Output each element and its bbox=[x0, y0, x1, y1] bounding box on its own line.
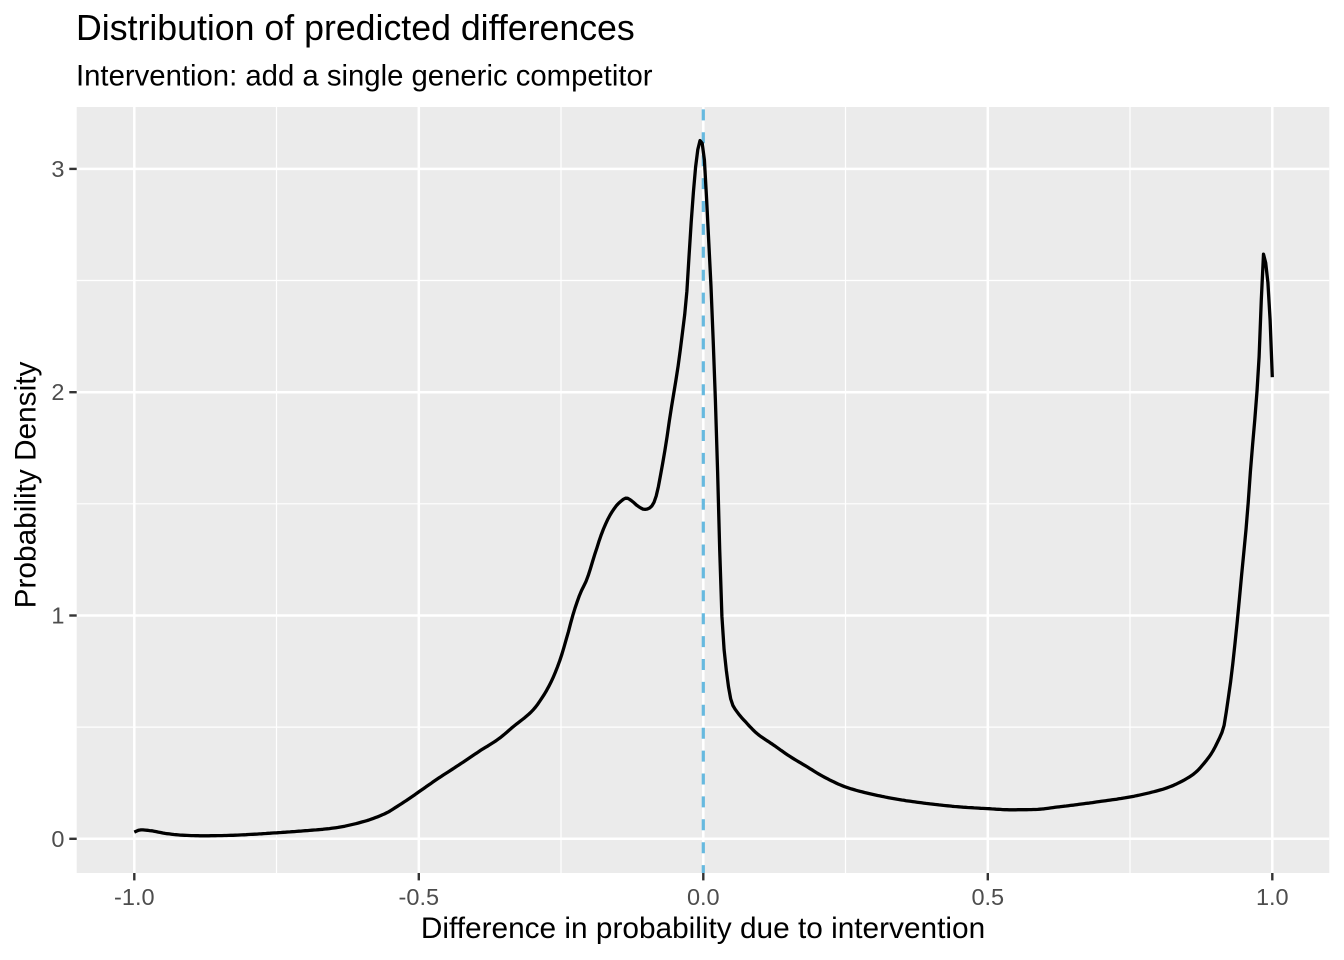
svg-text:3: 3 bbox=[51, 156, 64, 182]
svg-text:1: 1 bbox=[51, 603, 64, 629]
svg-text:-1.0: -1.0 bbox=[114, 884, 155, 910]
svg-text:Intervention: add a single gen: Intervention: add a single generic compe… bbox=[76, 60, 653, 93]
svg-text:0: 0 bbox=[51, 826, 64, 852]
svg-text:Difference in probability due: Difference in probability due to interve… bbox=[421, 912, 985, 945]
svg-text:2: 2 bbox=[51, 379, 64, 405]
svg-text:Probability Density: Probability Density bbox=[10, 362, 43, 609]
svg-text:Distribution of predicted diff: Distribution of predicted differences bbox=[76, 8, 635, 48]
svg-text:1.0: 1.0 bbox=[1256, 884, 1289, 910]
svg-text:-0.5: -0.5 bbox=[399, 884, 440, 910]
svg-text:0.5: 0.5 bbox=[971, 884, 1004, 910]
svg-text:0.0: 0.0 bbox=[687, 884, 720, 910]
